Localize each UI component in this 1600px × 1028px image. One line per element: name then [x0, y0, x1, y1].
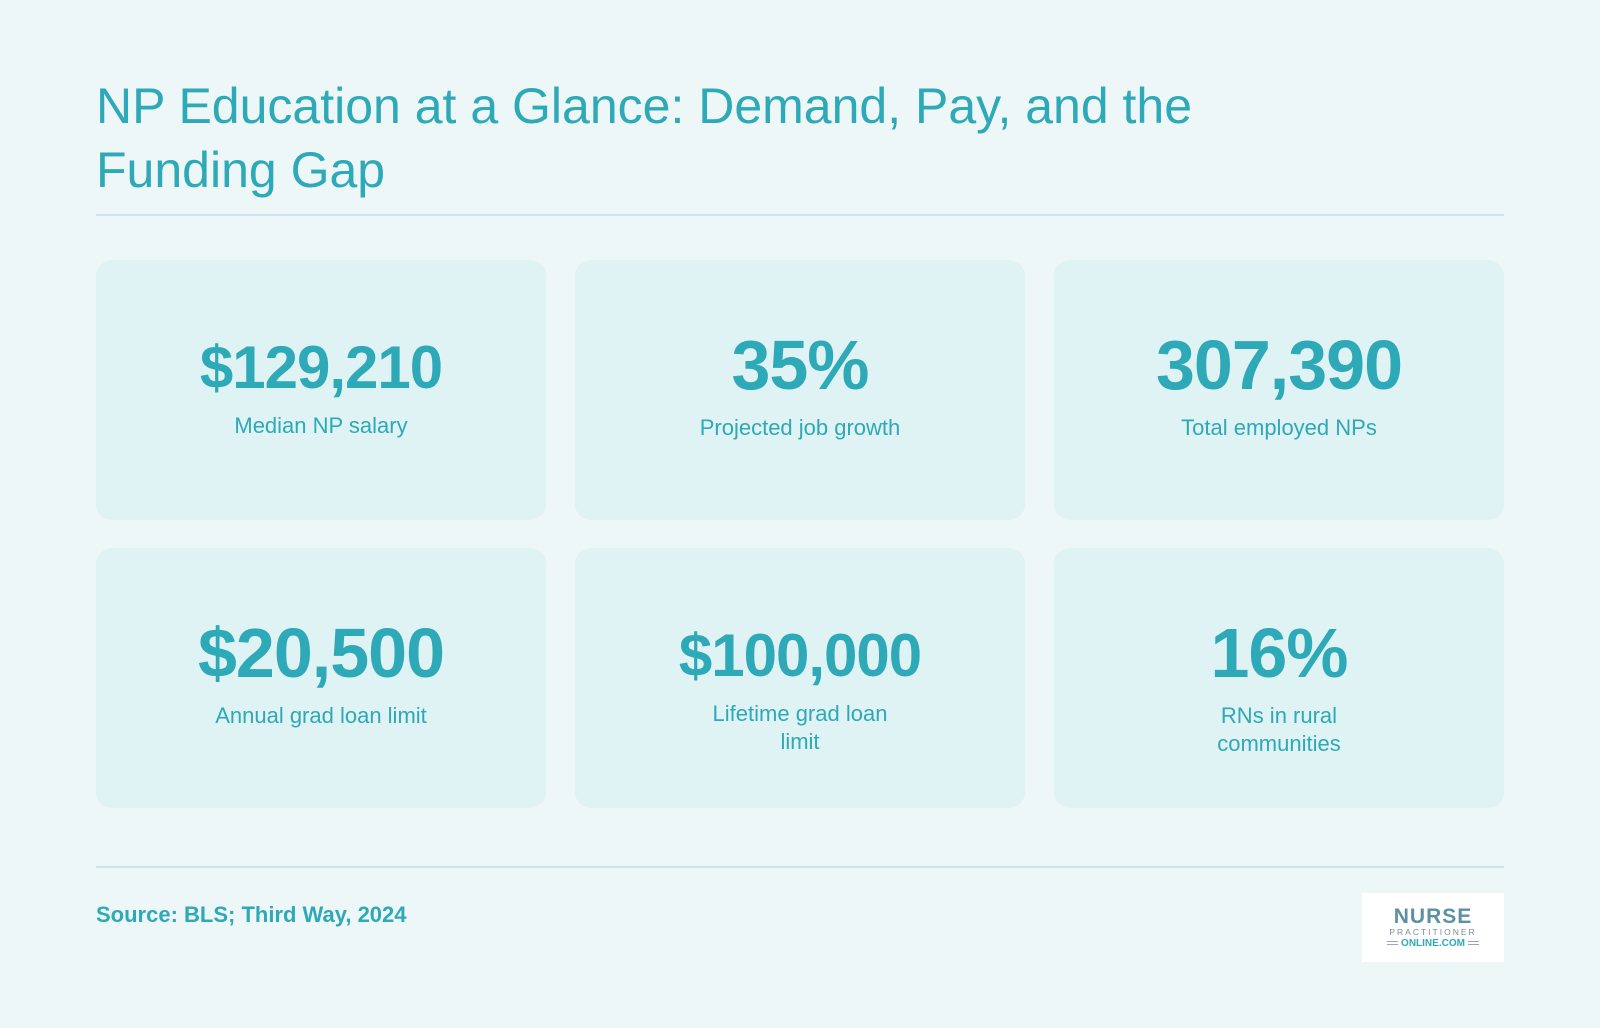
top-divider — [96, 214, 1504, 216]
infographic: NP Education at a Glance: Demand, Pay, a… — [96, 0, 1504, 1028]
logo-domain: ONLINE.COM — [1387, 938, 1479, 949]
logo-bar-left — [1387, 941, 1399, 945]
bottom-divider — [96, 866, 1504, 868]
page-title: NP Education at a Glance: Demand, Pay, a… — [96, 78, 1193, 198]
stat-value: 307,390 — [1155, 326, 1403, 404]
brand-logo: NURSE PRACTITIONER ONLINE.COM — [1362, 893, 1504, 962]
stat-card-job-growth: 35% Projected job growth — [575, 260, 1025, 520]
logo-bar-right — [1467, 941, 1479, 945]
stat-value: $100,000 — [678, 622, 922, 689]
logo-subline: PRACTITIONER — [1389, 926, 1477, 937]
stat-card-rural-rns: 16% RNs in rural communities — [1054, 548, 1504, 808]
stat-card-median-salary: $129,210 Median NP salary — [96, 260, 546, 520]
stat-value: 16% — [1210, 614, 1348, 692]
stat-value: $129,210 — [199, 334, 443, 401]
stat-label: RNs in rural communities — [1217, 703, 1341, 756]
logo-domain-text: ONLINE.COM — [1401, 937, 1465, 949]
stat-value: $20,500 — [197, 614, 445, 692]
stat-card-annual-loan-limit: $20,500 Annual grad loan limit — [96, 548, 546, 808]
logo-wordmark: NURSE — [1393, 904, 1473, 928]
stat-card-lifetime-loan-limit: $100,000 Lifetime grad loan limit — [575, 548, 1025, 808]
stat-label: Projected job growth — [699, 415, 901, 440]
stat-grid: $129,210 Median NP salary 35% Projected … — [96, 260, 1504, 808]
stat-value: 35% — [731, 326, 869, 404]
source-note: Source: BLS; Third Way, 2024 — [96, 902, 407, 927]
stat-label: Annual grad loan limit — [215, 703, 427, 728]
stat-label: Total employed NPs — [1181, 415, 1377, 440]
stat-label: Median NP salary — [234, 413, 408, 438]
stat-card-employed-nps: 307,390 Total employed NPs — [1054, 260, 1504, 520]
stat-label: Lifetime grad loan limit — [712, 701, 888, 754]
